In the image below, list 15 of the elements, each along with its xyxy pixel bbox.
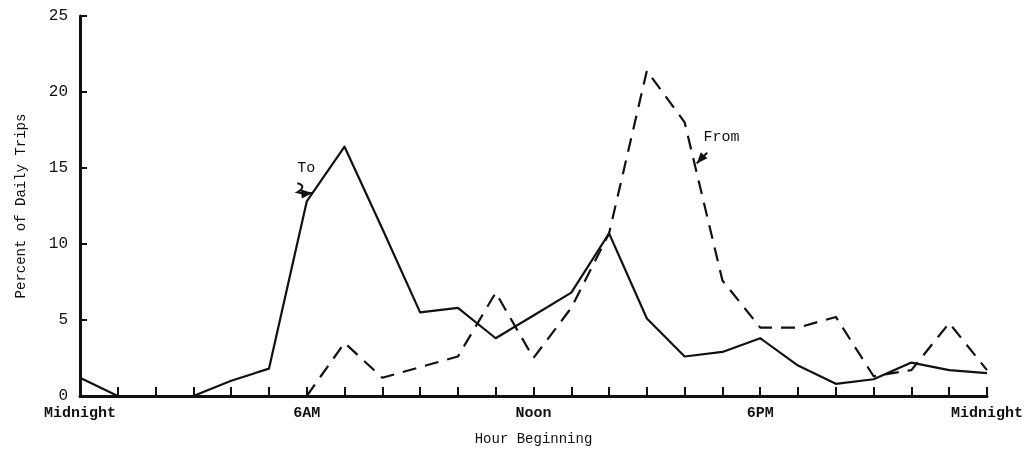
x-tick-label: Noon — [515, 405, 552, 422]
x-tick-label: 6AM — [293, 405, 321, 422]
y-tick-label: 0 — [58, 387, 68, 405]
y-tick-label: 15 — [48, 159, 68, 177]
x-axis-title: Hour Beginning — [474, 431, 593, 447]
series-label: To — [297, 159, 316, 177]
y-axis-title: Percent of Daily Trips — [13, 113, 29, 299]
series-label: From — [703, 129, 740, 147]
y-tick-label: 10 — [48, 235, 68, 253]
y-tick-label: 20 — [48, 83, 68, 101]
y-tick-label: 25 — [48, 7, 68, 25]
x-tick-label: Midnight — [950, 405, 1023, 422]
x-tick-label: 6PM — [746, 405, 774, 422]
y-tick-label: 5 — [58, 311, 68, 329]
x-tick-label: Midnight — [43, 405, 117, 422]
